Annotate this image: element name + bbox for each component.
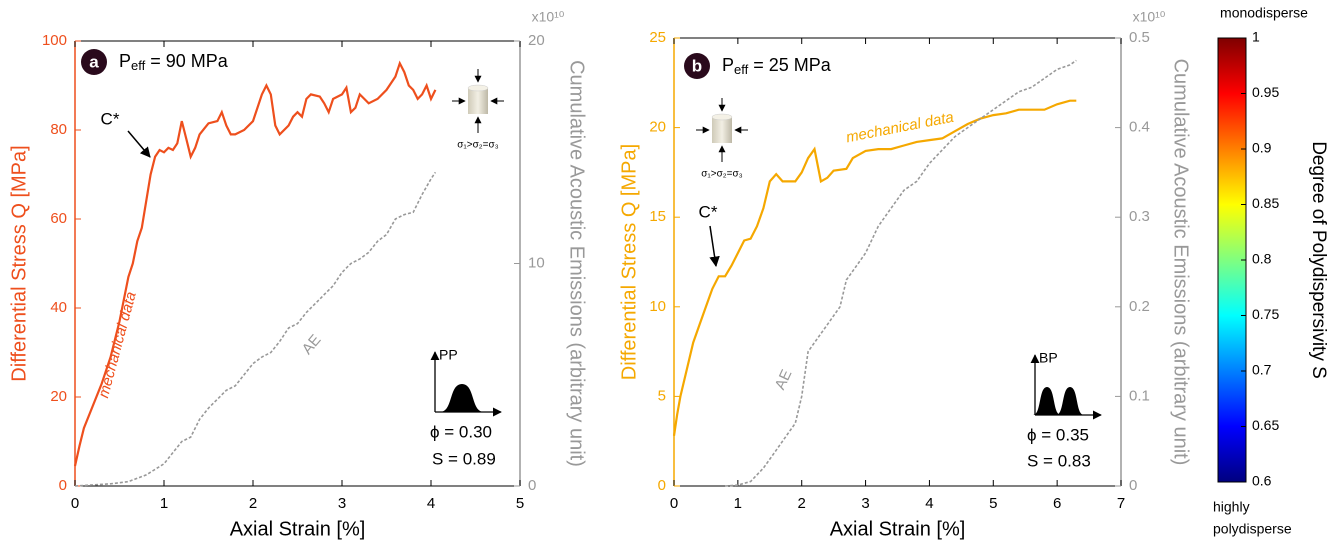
- y-tick-label: 5: [658, 387, 666, 404]
- colorbar-tick-label: 0.75: [1252, 306, 1279, 322]
- y-tick-label: 0: [59, 477, 67, 494]
- x-tick-label: 1: [734, 495, 742, 512]
- x-tick-label: 3: [861, 495, 869, 512]
- series-label: AE: [299, 332, 325, 358]
- y-tick-label: 25: [649, 29, 666, 46]
- panel-label: b: [692, 56, 702, 75]
- y2-tick-label: 0.4: [1129, 119, 1150, 136]
- panel-badge: [684, 53, 710, 79]
- pressure-value: = 25 MPa: [748, 55, 832, 75]
- sample-body: [712, 117, 732, 143]
- stress-state-label: σ₁>σ₂=σ₃: [701, 169, 743, 180]
- x-tick-label: 1: [160, 495, 168, 512]
- pressure-label: Peff = 25 MPa: [722, 55, 832, 78]
- x-tick-label: 2: [249, 495, 257, 512]
- mechanical-line: [73, 60, 437, 467]
- colorbar-tick-label: 0.9: [1252, 140, 1272, 156]
- peak-arrow: [709, 225, 720, 268]
- x-tick-label: 4: [427, 495, 435, 512]
- porosity-label: ϕ = 0.35: [1027, 425, 1089, 444]
- ae-line: [725, 59, 1077, 487]
- y-tick-label: 100: [42, 32, 67, 49]
- pressure-label: Peff = 90 MPa: [119, 51, 229, 74]
- y-tick-label: 20: [649, 119, 666, 136]
- sample-top: [467, 84, 489, 92]
- polydispersity-label: S = 0.83: [1027, 451, 1091, 470]
- colorbar-tick-label: 0.65: [1252, 417, 1279, 433]
- pressure-value: = 90 MPa: [145, 51, 229, 71]
- y-tick-label: 80: [50, 121, 67, 138]
- y2-tick-label: 0.1: [1129, 387, 1150, 404]
- colorbar-tick-label: 0.6: [1252, 473, 1272, 489]
- x-tick-label: 5: [989, 495, 997, 512]
- x-tick-label: 5: [516, 495, 524, 512]
- pressure-symbol: P: [119, 51, 131, 71]
- y-axis-title: Differential Stress Q [MPa]: [618, 144, 640, 380]
- x-tick-label: 0: [670, 495, 678, 512]
- y-tick-label: 60: [50, 210, 67, 227]
- y-tick-label: 15: [649, 208, 666, 225]
- sample-top: [711, 113, 733, 121]
- stress-state-label: σ₁>σ₂=σ₃: [457, 140, 499, 151]
- x-axis-title: Axial Strain [%]: [230, 518, 366, 540]
- distribution-label: PP: [439, 347, 458, 363]
- x-tick-label: 6: [1053, 495, 1061, 512]
- colorbar-tick-label: 0.8: [1252, 251, 1272, 267]
- y2-axis-title: Cumulative Acoustic Emissions (arbitrary…: [566, 60, 588, 467]
- mechanical-line: [672, 99, 1077, 436]
- series-label: mechanical data: [845, 109, 955, 147]
- colorbar-tick-label: 0.95: [1252, 84, 1279, 100]
- colorbar-tick-label: 0.85: [1252, 195, 1279, 211]
- y-axis-title: Differential Stress Q [MPa]: [8, 145, 30, 381]
- x-tick-label: 4: [925, 495, 933, 512]
- colorbar-bottom-label: highly: [1213, 499, 1250, 515]
- x-tick-label: 7: [1117, 495, 1125, 512]
- x-tick-label: 3: [338, 495, 346, 512]
- y2-tick-label: 0.2: [1129, 298, 1150, 315]
- pressure-subscript: eff: [131, 58, 146, 73]
- y-tick-label: 0: [658, 477, 666, 494]
- x-tick-label: 0: [71, 495, 79, 512]
- colorbar-bottom-label: polydisperse: [1213, 521, 1292, 537]
- colorbar-tick-label: 1: [1252, 29, 1260, 45]
- y2-tick-label: 0.3: [1129, 208, 1150, 225]
- y2-exponent: x10¹⁰: [1133, 9, 1166, 25]
- porosity-label: ϕ = 0.30: [430, 422, 492, 441]
- peak-arrow: [127, 130, 151, 158]
- distribution-shape: [1033, 387, 1095, 415]
- colorbar-tick-label: 0.7: [1252, 362, 1272, 378]
- y2-tick-label: 0: [528, 477, 536, 494]
- y2-tick-label: 0: [1129, 477, 1137, 494]
- distribution-label: BP: [1039, 350, 1058, 366]
- y2-tick-label: 0.5: [1129, 29, 1150, 46]
- pressure-subscript: eff: [734, 62, 749, 77]
- pressure-symbol: P: [722, 55, 734, 75]
- x-tick-label: 2: [798, 495, 806, 512]
- y-tick-label: 40: [50, 299, 67, 316]
- sample-body: [468, 88, 488, 114]
- distribution-shape: [435, 384, 495, 412]
- y2-tick-label: 10: [528, 254, 545, 271]
- y2-tick-label: 20: [528, 32, 545, 49]
- polydispersity-label: S = 0.89: [432, 449, 496, 468]
- peak-label: C*: [699, 202, 718, 221]
- colorbar-top-label: monodisperse: [1220, 5, 1308, 21]
- x-axis-title: Axial Strain [%]: [830, 518, 966, 540]
- y-tick-label: 20: [50, 388, 67, 405]
- peak-label: C*: [101, 109, 120, 128]
- series-label: AE: [772, 367, 796, 392]
- y2-exponent: x10¹⁰: [532, 9, 565, 25]
- ae-line: [74, 171, 437, 487]
- y2-axis-title: Cumulative Acoustic Emissions (arbitrary…: [1170, 59, 1192, 466]
- colorbar-title: Degree of Polydispersivity S: [1308, 141, 1329, 379]
- series-label: mechanical data: [95, 290, 140, 400]
- panel-badge: [81, 49, 107, 75]
- panel-label: a: [89, 52, 99, 71]
- y-tick-label: 10: [649, 298, 666, 315]
